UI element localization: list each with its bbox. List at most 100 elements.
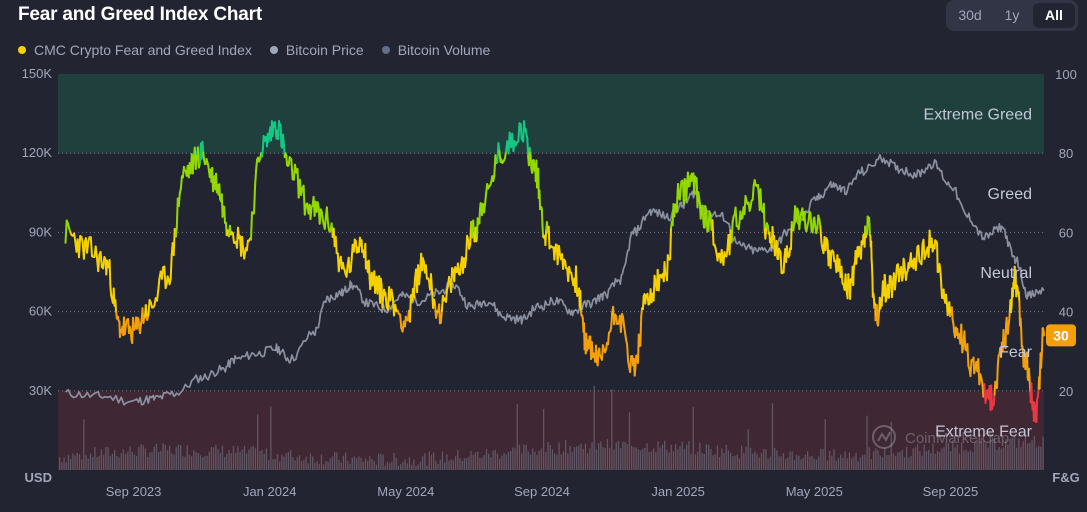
volume-bar [136,456,138,470]
fear-greed-segment [399,313,403,329]
volume-bar [782,453,785,470]
fear-greed-segment [908,259,912,269]
volume-bar [853,456,855,470]
volume-bar [338,459,340,470]
fear-greed-segment [285,154,289,166]
fear-greed-segment [300,187,304,196]
volume-bar [752,453,754,470]
legend-item-bitcoin-price[interactable]: Bitcoin Price [269,42,364,58]
fear-greed-segment [945,293,948,305]
volume-bar [989,437,991,470]
x-tick-label: Jan 2025 [651,484,705,499]
volume-bar [384,465,386,470]
volume-bar [895,455,897,470]
fear-greed-segment [779,251,783,274]
fear-greed-segment [241,235,245,251]
volume-bar [393,452,395,470]
volume-bar [536,454,538,470]
fear-greed-segment [785,245,789,255]
volume-bar [534,451,536,470]
zone-label-fear: Fear [999,344,1033,361]
fear-greed-segment [303,203,307,216]
volume-bar [382,454,384,470]
volume-bar [963,450,965,470]
volume-bar [576,446,578,470]
fear-greed-segment [367,259,371,280]
volume-bar [274,459,276,470]
fear-greed-segment [323,215,327,230]
volume-bar [943,447,945,470]
volume-bar [435,460,437,470]
fear-greed-segment [619,313,623,333]
fear-greed-segment [898,269,901,283]
volume-bar [309,453,312,470]
volume-bar [362,461,364,470]
volume-bar [391,461,393,470]
volume-bar [428,451,430,470]
fear-greed-segment [996,364,999,389]
fear-greed-segment [137,318,141,330]
range-1y-button[interactable]: 1y [1004,7,1020,23]
volume-bar [521,453,523,470]
volume-bar [877,450,879,470]
fear-greed-segment [347,256,351,274]
volume-bar [862,455,864,470]
fear-greed-segment [678,189,682,201]
fear-greed-segment [562,258,566,270]
current-value-badge: 30 [1046,324,1076,347]
volume-bar [991,437,994,470]
volume-bar [919,451,921,470]
range-30d-button[interactable]: 30d [958,7,982,23]
fear-greed-segment [564,260,568,270]
volume-bar [492,450,494,470]
volume-bar [395,458,397,470]
volume-bar [402,462,404,470]
volume-bar [400,464,402,470]
volume-bar [254,448,257,470]
fear-greed-segment [1006,325,1010,335]
volume-bar [549,445,551,470]
volume-bar [994,438,996,470]
volume-bar [1020,446,1022,470]
volume-bar [208,451,210,470]
volume-bar [78,454,81,470]
volume-bar [419,461,422,470]
volume-bar [149,452,151,470]
volume-bar [358,456,360,470]
volume-bar [910,456,912,470]
fear-greed-segment [1028,378,1032,394]
volume-bar [884,447,886,470]
volume-bar [593,385,595,470]
volume-bar [171,453,173,470]
range-all-button[interactable]: All [1033,3,1075,28]
volume-bar [580,443,582,470]
volume-bar [628,412,631,470]
volume-bar [928,450,930,470]
fear-greed-segment [641,295,645,311]
volume-bar [450,459,452,470]
volume-bar [800,459,802,470]
coinmarketcap-logo-icon [872,425,896,449]
volume-bar [441,451,444,470]
legend-item-fear-greed[interactable]: CMC Crypto Fear and Greed Index [18,42,252,58]
volume-bar [1009,439,1011,470]
volume-bar [285,453,287,470]
volume-bar [184,456,186,470]
fear-greed-segment [379,277,383,286]
legend-dot-fear-greed [18,46,26,54]
legend-item-bitcoin-volume[interactable]: Bitcoin Volume [381,42,490,58]
volume-bar [378,453,380,470]
volume-bar [730,453,732,470]
volume-bar [855,452,857,470]
fear-greed-segment [720,249,724,260]
volume-bar [140,444,142,470]
fear-greed-segment [202,151,206,161]
volume-bar [661,444,664,470]
fear-greed-segment [456,262,460,276]
volume-bar [173,454,175,470]
fear-greed-segment [663,261,667,276]
fear-greed-segment [1030,382,1033,404]
volume-bar [74,455,76,470]
fear-greed-segment [1035,398,1038,423]
